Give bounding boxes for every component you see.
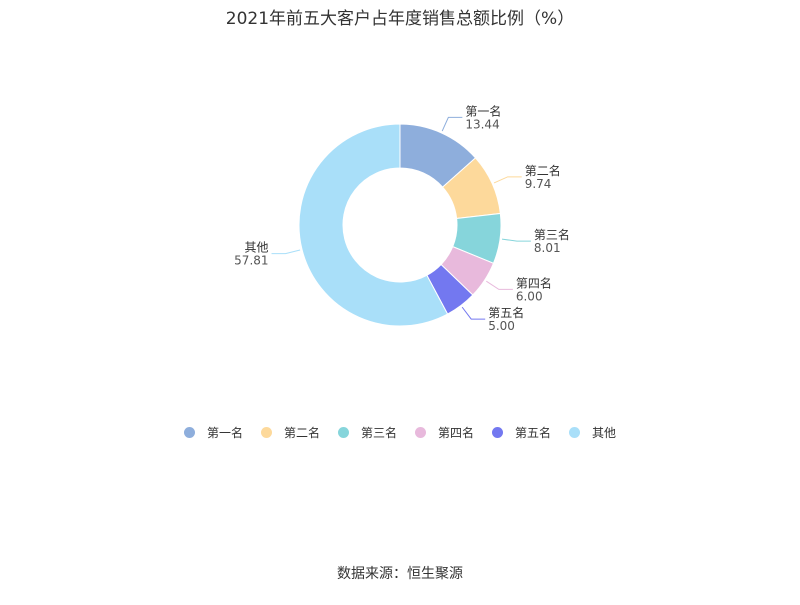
legend-label: 第三名 — [360, 426, 397, 440]
legend-marker-icon — [183, 427, 195, 438]
slice-label-value-6: 57.81 — [234, 254, 268, 268]
donut-slices — [298, 123, 502, 327]
leader-line-6 — [271, 249, 301, 255]
legend-marker-icon — [337, 427, 349, 438]
slice-label-name-5: 第五名 — [488, 305, 524, 320]
leader-line-4 — [486, 280, 513, 290]
legend-marker-icon — [492, 427, 504, 438]
legend-item-4[interactable]: 第四名 — [415, 424, 474, 441]
leader-line-1 — [441, 116, 463, 132]
legend-marker-icon — [415, 427, 426, 438]
legend-item-5[interactable]: 第五名 — [492, 424, 551, 441]
leader-line-3 — [501, 238, 531, 242]
label-leader-lines — [271, 116, 531, 320]
slice-label-value-5: 5.00 — [488, 319, 515, 333]
slice-label-name-6: 其他 — [245, 241, 269, 255]
leader-line-5 — [461, 306, 486, 320]
legend-label: 第五名 — [515, 426, 552, 440]
legend-label: 第一名 — [206, 426, 243, 440]
legend-label: 其他 — [592, 426, 617, 440]
legend-item-6[interactable]: 其他 — [569, 424, 616, 441]
slice-label-value-4: 6.00 — [516, 289, 543, 303]
legend-marker-icon — [569, 427, 581, 438]
slice-label-value-2: 9.74 — [525, 177, 552, 191]
slice-6[interactable] — [298, 123, 449, 327]
slice-label-value-1: 13.44 — [465, 117, 499, 131]
slice-label-value-3: 8.01 — [534, 241, 561, 255]
legend-marker-icon — [260, 427, 272, 438]
slice-label-name-1: 第一名 — [465, 103, 501, 118]
slice-label-name-2: 第二名 — [525, 163, 561, 178]
leader-line-2 — [493, 176, 522, 184]
chart-title: 2021年前五大客户占年度销售总额比例（%） — [225, 9, 575, 29]
legend-item-3[interactable]: 第三名 — [337, 424, 397, 441]
data-source: 数据来源：恒生聚源 — [337, 566, 463, 582]
slice-label-name-3: 第三名 — [534, 227, 570, 242]
slice-label-name-4: 第四名 — [516, 275, 552, 290]
legend-item-2[interactable]: 第二名 — [260, 424, 320, 441]
legend-label: 第二名 — [283, 426, 320, 440]
legend-label: 第四名 — [438, 426, 475, 440]
legend-item-1[interactable]: 第一名 — [183, 424, 243, 441]
legend: 第一名 第二名 第三名 第四名 第五名 其他 — [0, 424, 800, 441]
